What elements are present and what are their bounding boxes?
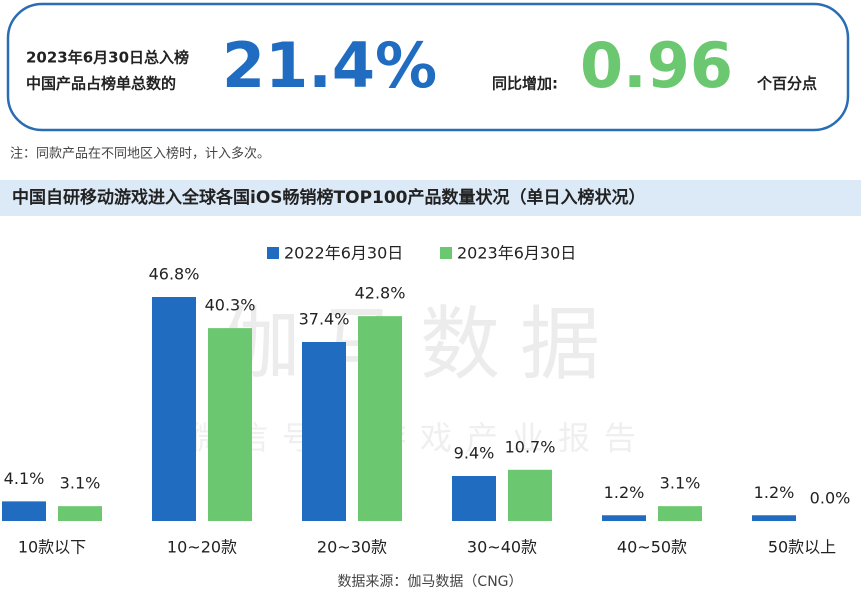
source: 数据来源：伽马数据（CNG） (337, 574, 522, 590)
value-label: 1.2% (754, 483, 795, 502)
value-label: 40.3% (205, 296, 256, 315)
value-label: 37.4% (299, 309, 350, 328)
legend-label: 2023年6月30日 (457, 244, 576, 263)
x-tick-label: 50款以上 (768, 538, 836, 557)
bar (658, 506, 702, 521)
watermark: 伽马数据 (220, 298, 620, 391)
bar (602, 515, 646, 521)
legend-swatch (267, 247, 279, 259)
x-tick-label: 20~30款 (317, 538, 387, 557)
x-tick-label: 10~20款 (167, 538, 237, 557)
x-tick-label: 10款以下 (18, 538, 86, 557)
bar (208, 328, 252, 521)
value-label: 1.2% (604, 483, 645, 502)
bar (302, 341, 346, 521)
value-label: 46.8% (149, 265, 200, 284)
increase-label: 同比增加: (492, 75, 558, 93)
title-bar (0, 180, 861, 216)
legend-swatch (440, 247, 452, 259)
plot: 2022年6月30日 2023年6月30日 10款以下 4.1% 3.1% 10~20款 4… (2, 244, 850, 557)
value-label: 10.7% (505, 437, 556, 456)
increase-value: 0.96 (580, 29, 733, 102)
bar (2, 501, 46, 521)
bar (152, 297, 196, 521)
chart-title: 中国自研移动游戏进入全球各国iOS畅销榜TOP100产品数量状况（单日入榜状况） (12, 187, 646, 208)
x-tick-label: 40~50款 (617, 538, 687, 557)
bar (508, 469, 552, 521)
legend-label: 2022年6月30日 (284, 244, 403, 263)
summary-line2: 中国产品占榜单总数的 (26, 75, 176, 93)
value-label: 0.0% (810, 489, 851, 508)
share-value: 21.4% (222, 29, 437, 102)
note: 注：同款产品在不同地区入榜时，计入多次。 (10, 146, 270, 162)
bar (452, 476, 496, 521)
x-tick-label: 30~40款 (467, 538, 537, 557)
bar (752, 515, 796, 521)
bar (358, 316, 402, 521)
bar (58, 506, 102, 521)
increase-unit: 个百分点 (756, 75, 817, 93)
summary-box (6, 2, 850, 132)
value-label: 9.4% (454, 444, 495, 463)
value-label: 3.1% (660, 474, 701, 493)
value-label: 42.8% (355, 284, 406, 303)
value-label: 3.1% (60, 474, 101, 493)
watermark-sub: 微信号：游戏产业报告 (190, 419, 650, 457)
value-label: 4.1% (4, 469, 45, 488)
summary-line1: 2023年6月30日总入榜 (26, 49, 189, 67)
